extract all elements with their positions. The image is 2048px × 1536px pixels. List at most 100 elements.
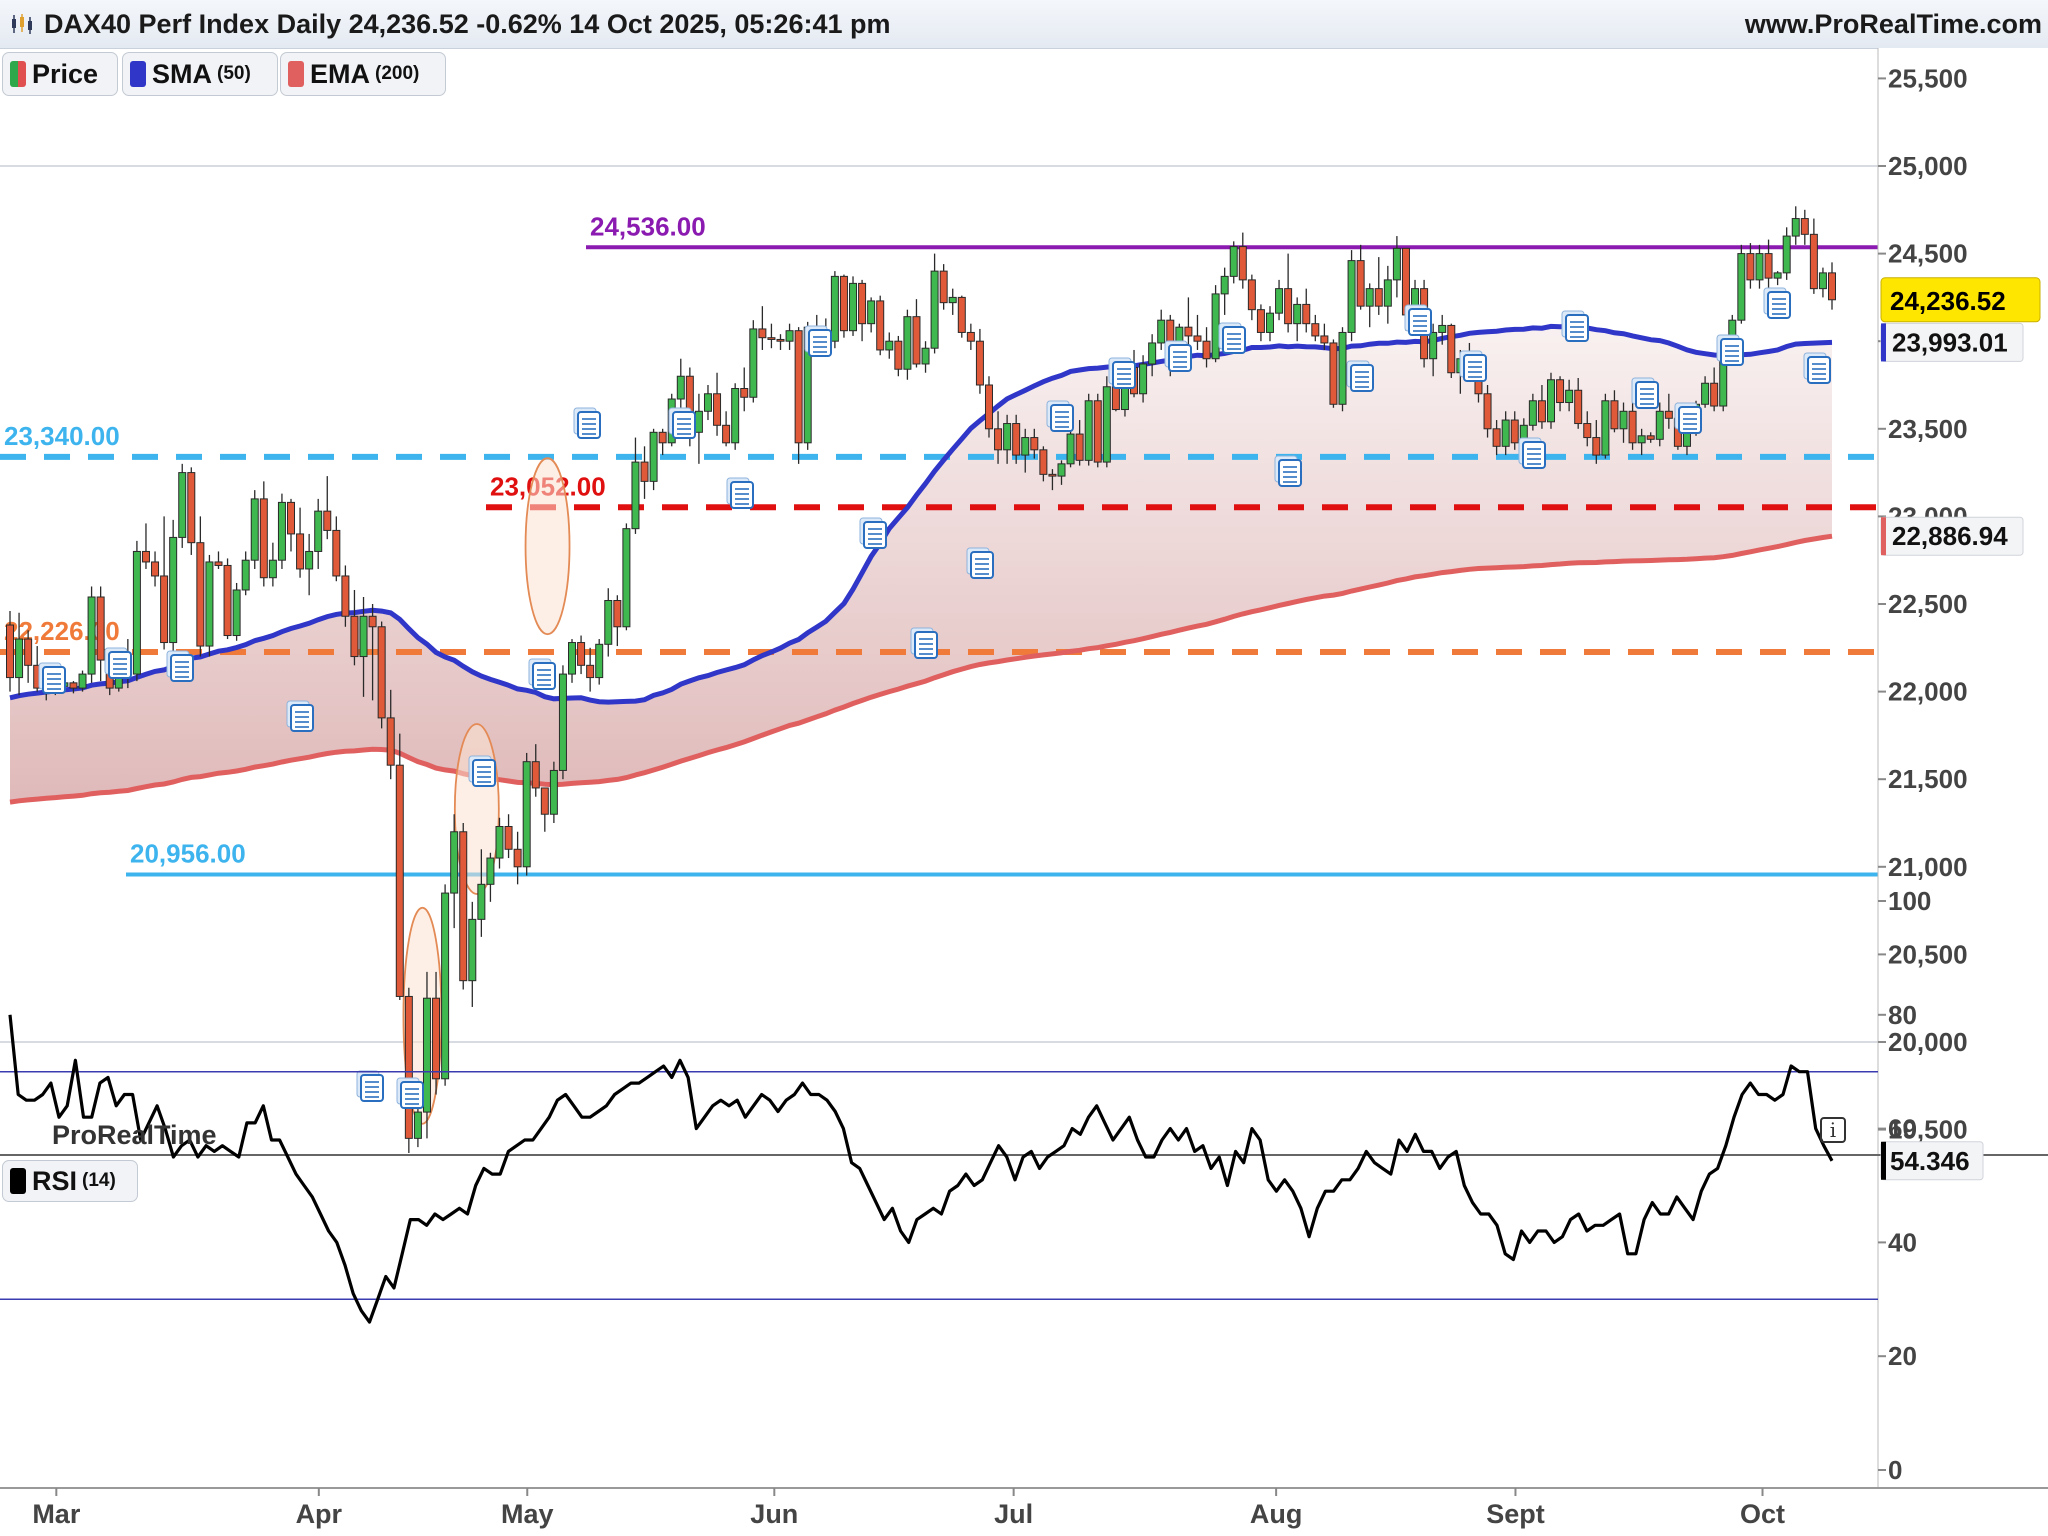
candle[interactable]: [1565, 389, 1574, 404]
candle[interactable]: [332, 529, 341, 577]
candle[interactable]: [1429, 331, 1438, 360]
candle[interactable]: [1365, 288, 1374, 307]
candle[interactable]: [767, 337, 776, 340]
candle[interactable]: [1193, 335, 1202, 342]
candle[interactable]: [631, 461, 640, 530]
candle[interactable]: [577, 642, 586, 666]
candle[interactable]: [1546, 379, 1555, 423]
candle[interactable]: [87, 596, 96, 675]
candle[interactable]: [722, 424, 731, 444]
candle[interactable]: [187, 472, 196, 544]
candle[interactable]: [1211, 293, 1220, 360]
candle[interactable]: [459, 831, 468, 982]
candle[interactable]: [849, 282, 858, 332]
candle[interactable]: [1664, 410, 1673, 419]
candle[interactable]: [858, 282, 867, 325]
candle[interactable]: [223, 564, 232, 637]
candle[interactable]: [1782, 235, 1791, 274]
candle[interactable]: [984, 384, 993, 430]
candle[interactable]: [1338, 331, 1347, 405]
candle[interactable]: [1256, 309, 1265, 333]
candle[interactable]: [1383, 279, 1392, 307]
news-document-icon[interactable]: [1274, 455, 1302, 487]
candle[interactable]: [1220, 275, 1229, 295]
news-document-icon[interactable]: [1631, 377, 1659, 409]
candle[interactable]: [468, 918, 477, 982]
candle[interactable]: [1012, 423, 1021, 456]
legend-ema-button[interactable]: EMA (200): [280, 52, 446, 96]
candle[interactable]: [1809, 233, 1818, 290]
candle[interactable]: [966, 331, 975, 342]
candle[interactable]: [450, 831, 459, 894]
candle[interactable]: [205, 561, 214, 647]
candle[interactable]: [513, 848, 522, 868]
annotation-ellipse[interactable]: [524, 457, 571, 636]
candle[interactable]: [930, 270, 939, 349]
candle[interactable]: [703, 393, 712, 412]
candle[interactable]: [957, 296, 966, 333]
news-document-icon[interactable]: [1716, 334, 1744, 366]
candle[interactable]: [277, 501, 286, 561]
news-document-icon[interactable]: [1046, 400, 1074, 432]
candle[interactable]: [975, 340, 984, 386]
legend-rsi-button[interactable]: RSI (14): [2, 1160, 138, 1202]
news-document-icon[interactable]: [1404, 304, 1432, 336]
candle[interactable]: [649, 431, 658, 482]
candle[interactable]: [341, 575, 350, 617]
legend-sma-button[interactable]: SMA (50): [122, 52, 278, 96]
candle[interactable]: [1139, 363, 1148, 395]
candle[interactable]: [69, 682, 78, 689]
candle[interactable]: [1746, 253, 1755, 281]
candle[interactable]: [1592, 437, 1601, 456]
candle[interactable]: [196, 542, 205, 647]
news-document-icon[interactable]: [1108, 357, 1136, 389]
news-document-icon[interactable]: [804, 325, 832, 357]
candle[interactable]: [323, 510, 332, 531]
candle[interactable]: [1302, 303, 1311, 325]
candle[interactable]: [287, 501, 296, 535]
candle[interactable]: [912, 316, 921, 365]
news-document-icon[interactable]: [1561, 310, 1589, 342]
candle[interactable]: [740, 388, 749, 398]
candle[interactable]: [1828, 272, 1836, 301]
candle[interactable]: [6, 624, 14, 679]
candle[interactable]: [359, 615, 368, 658]
candle[interactable]: [1737, 253, 1746, 321]
candle[interactable]: [250, 498, 259, 561]
candle[interactable]: [1066, 433, 1075, 465]
candle[interactable]: [1764, 253, 1773, 279]
candle[interactable]: [595, 643, 604, 679]
candle[interactable]: [169, 536, 178, 644]
candle[interactable]: [1048, 473, 1057, 477]
candle[interactable]: [903, 316, 912, 370]
candle[interactable]: [558, 673, 567, 771]
news-document-icon[interactable]: [1763, 287, 1791, 319]
candle[interactable]: [1265, 312, 1274, 333]
candle[interactable]: [1438, 324, 1447, 333]
news-document-icon[interactable]: [668, 407, 696, 439]
candle[interactable]: [1755, 253, 1764, 281]
news-document-icon[interactable]: [286, 700, 314, 732]
candle[interactable]: [78, 673, 87, 689]
candle[interactable]: [1701, 382, 1710, 405]
candle[interactable]: [214, 561, 223, 566]
candle[interactable]: [839, 275, 848, 332]
candle[interactable]: [830, 275, 839, 342]
candle[interactable]: [241, 559, 250, 591]
news-document-icon[interactable]: [1346, 360, 1374, 392]
candle[interactable]: [794, 330, 803, 444]
candle[interactable]: [1392, 247, 1401, 281]
candle[interactable]: [1003, 423, 1012, 451]
candle[interactable]: [1084, 400, 1093, 461]
candle[interactable]: [1021, 437, 1030, 456]
candle[interactable]: [395, 764, 404, 997]
candle[interactable]: [586, 664, 595, 679]
candle[interactable]: [731, 388, 740, 444]
news-document-icon[interactable]: [1803, 352, 1831, 384]
candle[interactable]: [749, 328, 758, 398]
candle[interactable]: [1628, 410, 1637, 444]
candle[interactable]: [305, 550, 314, 570]
candle[interactable]: [141, 550, 150, 563]
news-document-icon[interactable]: [38, 662, 66, 694]
